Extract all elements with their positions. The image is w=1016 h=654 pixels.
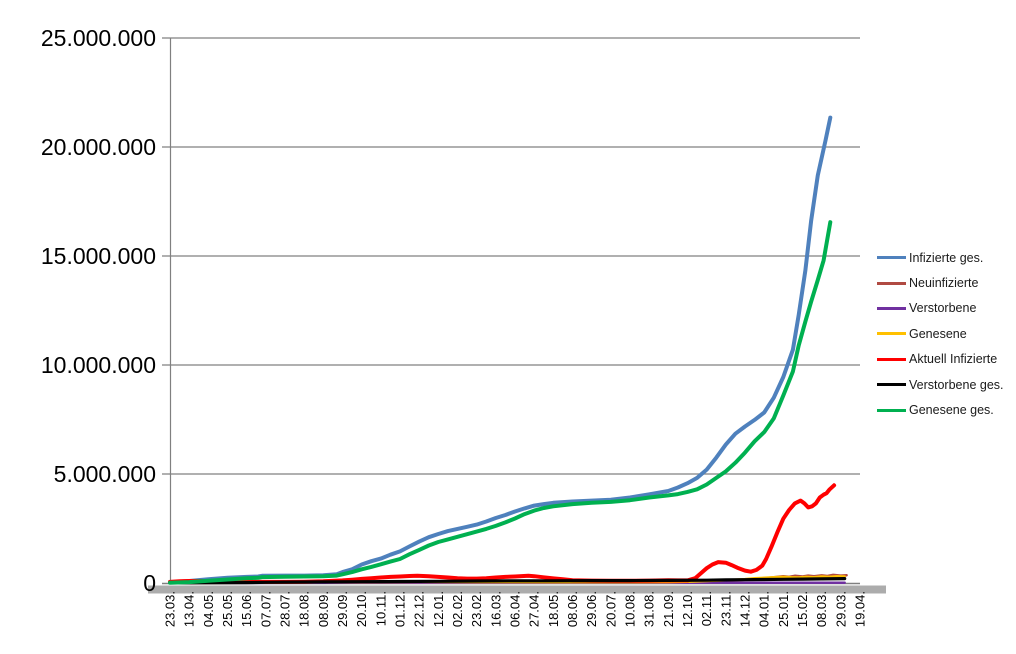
- x-axis-label: 15.02.: [795, 591, 810, 627]
- legend-swatch-line: [877, 256, 906, 260]
- legend-item: Genesene: [877, 321, 1004, 346]
- x-axis-label: 20.07.: [603, 591, 618, 627]
- legend-item: Verstorbene: [877, 296, 1004, 321]
- chart-legend: Infizierte ges. Neuinfizierte Verstorbene G…: [877, 245, 1004, 423]
- series-line-aktuell-infizierte: [168, 483, 837, 584]
- legend-swatch-line: [877, 306, 906, 310]
- legend-item: Genesene ges.: [877, 397, 1004, 422]
- x-axis-label: 04.05.: [201, 591, 216, 627]
- legend-item: Neuinfizierte: [877, 270, 1004, 295]
- series-line-infizierte-ges: [168, 115, 833, 585]
- legend-label: Neuinfizierte: [909, 276, 979, 291]
- y-axis-label: 15.000.000: [41, 243, 156, 269]
- x-axis-label: 28.07.: [278, 591, 293, 627]
- x-axis-label: 29.06.: [584, 591, 599, 627]
- legend-label: Genesene: [909, 326, 967, 341]
- legend-swatch-line: [877, 408, 906, 412]
- x-axis-label: 08.09.: [316, 591, 331, 627]
- legend-swatch-line: [877, 281, 906, 285]
- x-axis-label: 29.03.: [833, 591, 848, 627]
- legend-swatch-line: [877, 332, 906, 336]
- legend-label: Verstorbene ges.: [909, 377, 1004, 392]
- x-axis-label: 27.04.: [527, 591, 542, 627]
- legend-label: Infizierte ges.: [909, 250, 984, 265]
- y-axis-label: 0: [143, 570, 156, 596]
- x-axis-label: 19.04.: [853, 591, 868, 627]
- legend-item: Infizierte ges.: [877, 245, 1004, 270]
- y-axis-label: 5.000.000: [54, 461, 156, 487]
- x-axis-label: 18.08.: [297, 591, 312, 627]
- x-axis-label: 12.01.: [431, 591, 446, 627]
- x-axis-label: 29.09.: [335, 591, 350, 627]
- legend-label: Aktuell Infizierte: [909, 352, 998, 367]
- x-axis-label: 25.05.: [220, 591, 235, 627]
- x-axis-label: 12.10.: [680, 591, 695, 627]
- x-axis-label: 08.06.: [565, 591, 580, 627]
- series-line-genesene-ges: [168, 220, 833, 585]
- x-axis-label: 23.11.: [718, 591, 733, 626]
- y-axis-label: 25.000.000: [41, 25, 156, 51]
- x-axis-label: 23.03.: [163, 591, 178, 627]
- x-axis-label: 02.02.: [450, 591, 465, 627]
- x-axis-label: 25.01.: [776, 591, 791, 627]
- x-axis-label: 02.11.: [699, 591, 714, 626]
- x-axis-label: 18.05.: [546, 591, 561, 627]
- legend-label: Genesene ges.: [909, 403, 994, 418]
- x-axis-label: 07.07.: [258, 591, 273, 627]
- legend-label: Verstorbene: [909, 301, 977, 316]
- series-line-verstorbene-ges: [168, 576, 847, 585]
- x-axis-label: 06.04.: [508, 591, 523, 627]
- x-axis-label: 14.12.: [738, 591, 753, 627]
- x-axis-shadow-bar: [148, 585, 886, 594]
- x-axis-label: 22.12.: [412, 591, 427, 627]
- x-axis-label: 10.11.: [373, 591, 388, 626]
- x-axis-label: 08.03.: [814, 591, 829, 627]
- x-axis-label: 23.02.: [469, 591, 484, 627]
- x-axis-label: 20.10.: [354, 591, 369, 627]
- x-axis-label: 31.08.: [642, 591, 657, 627]
- x-axis-label: 04.01.: [757, 591, 772, 627]
- x-axis-label: 15.06.: [239, 591, 254, 627]
- y-axis-label: 10.000.000: [41, 352, 156, 378]
- x-axis-label: 01.12.: [393, 591, 408, 627]
- x-axis-label: 13.04.: [182, 591, 197, 627]
- legend-swatch-line: [877, 357, 906, 361]
- x-axis-label: 16.03.: [488, 591, 503, 627]
- legend-item: Aktuell Infizierte: [877, 347, 1004, 372]
- legend-item: Verstorbene ges.: [877, 372, 1004, 397]
- y-axis-label: 20.000.000: [41, 134, 156, 160]
- legend-swatch-line: [877, 383, 906, 387]
- x-axis-label: 21.09.: [661, 591, 676, 627]
- x-axis-label: 10.08.: [623, 591, 638, 627]
